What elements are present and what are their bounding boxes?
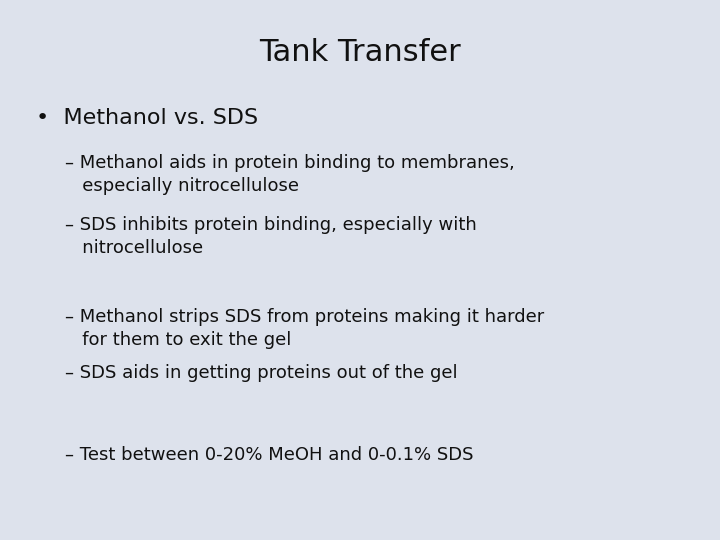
Text: Tank Transfer: Tank Transfer (259, 38, 461, 67)
Text: – Test between 0-20% MeOH and 0-0.1% SDS: – Test between 0-20% MeOH and 0-0.1% SDS (65, 446, 473, 463)
Text: •  Methanol vs. SDS: • Methanol vs. SDS (36, 108, 258, 128)
Text: – SDS inhibits protein binding, especially with
   nitrocellulose: – SDS inhibits protein binding, especial… (65, 216, 477, 257)
Text: – SDS aids in getting proteins out of the gel: – SDS aids in getting proteins out of th… (65, 364, 457, 382)
Text: – Methanol strips SDS from proteins making it harder
   for them to exit the gel: – Methanol strips SDS from proteins maki… (65, 308, 544, 349)
Text: – Methanol aids in protein binding to membranes,
   especially nitrocellulose: – Methanol aids in protein binding to me… (65, 154, 515, 195)
